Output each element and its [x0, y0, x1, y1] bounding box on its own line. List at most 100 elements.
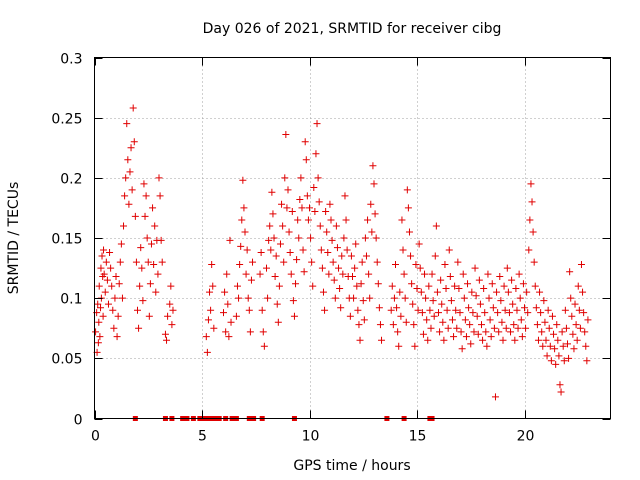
y-tick-label: 0.2 — [60, 172, 82, 188]
data-point — [436, 328, 444, 336]
data-point — [517, 316, 525, 324]
data-point — [498, 318, 506, 326]
data-point — [111, 294, 119, 302]
data-point — [534, 336, 542, 344]
data-point — [274, 318, 282, 326]
data-point — [316, 222, 324, 230]
data-point — [246, 328, 254, 336]
data-point — [304, 216, 312, 224]
data-point — [419, 330, 427, 338]
data-point — [147, 240, 155, 248]
data-point — [267, 246, 275, 254]
data-point — [324, 248, 332, 256]
data-point — [278, 200, 286, 208]
data-point — [354, 306, 362, 314]
data-point — [475, 276, 483, 284]
data-point — [239, 176, 247, 184]
data-point — [269, 210, 277, 218]
data-point — [437, 276, 445, 284]
data-point — [222, 328, 230, 336]
data-point — [494, 309, 502, 317]
data-point — [331, 294, 339, 302]
data-point — [297, 174, 305, 182]
data-point — [576, 324, 584, 332]
data-point — [358, 258, 366, 266]
data-point — [263, 264, 270, 272]
data-point — [560, 357, 568, 365]
data-point — [481, 309, 489, 317]
data-point — [415, 240, 423, 248]
data-point — [489, 304, 497, 312]
data-point — [279, 222, 287, 230]
axis-ticks: 0 0.05 0.1 0.15 0.2 0.25 0.3 0 5 10 15 20 — [51, 52, 611, 445]
data-point — [573, 336, 581, 344]
data-point — [416, 264, 424, 272]
grid-lines — [94, 57, 611, 419]
data-point — [355, 321, 363, 329]
data-point — [169, 306, 177, 314]
data-point — [167, 282, 175, 290]
data-point — [451, 282, 459, 290]
data-point — [450, 333, 458, 341]
data-point — [412, 260, 420, 268]
data-point — [531, 282, 539, 290]
data-point — [290, 312, 298, 320]
data-point — [100, 246, 108, 254]
data-point — [366, 294, 374, 302]
data-point — [487, 333, 495, 341]
data-point — [476, 300, 484, 308]
data-point — [537, 309, 545, 317]
data-point — [438, 300, 446, 308]
data-point — [325, 270, 333, 278]
data-point — [500, 282, 508, 290]
data-point — [532, 304, 540, 312]
data-point — [484, 270, 492, 278]
data-point — [158, 258, 166, 266]
data-point — [117, 240, 125, 248]
data-point — [340, 234, 348, 242]
data-point — [561, 306, 569, 314]
data-point — [256, 270, 264, 278]
data-point — [480, 285, 488, 293]
data-point — [343, 246, 351, 254]
data-point — [552, 360, 560, 368]
data-point — [539, 342, 547, 350]
data-point — [154, 270, 162, 278]
data-point — [356, 336, 364, 344]
data-point — [581, 328, 589, 336]
data-point — [346, 312, 354, 320]
data-point — [431, 252, 439, 260]
data-point — [227, 318, 235, 326]
data-point — [470, 328, 478, 336]
data-point — [264, 294, 272, 302]
data-point — [302, 156, 310, 164]
data-point — [353, 282, 361, 290]
data-point — [541, 318, 549, 326]
data-point — [403, 186, 411, 194]
data-point — [145, 312, 153, 320]
data-point — [235, 294, 243, 302]
data-point — [129, 104, 137, 112]
data-point — [580, 309, 588, 317]
data-point — [458, 345, 466, 353]
data-point — [430, 312, 438, 320]
data-point — [473, 312, 481, 320]
data-point — [110, 324, 118, 332]
data-point — [528, 198, 536, 206]
data-point — [122, 174, 130, 182]
data-point — [121, 192, 129, 200]
data-point — [372, 234, 380, 242]
data-point — [443, 306, 451, 314]
data-point — [259, 328, 267, 336]
data-point — [433, 288, 441, 296]
data-point — [554, 336, 562, 344]
data-point — [527, 180, 535, 188]
y-axis-label: SRMTID / TECUs — [6, 182, 22, 295]
data-point — [349, 273, 356, 281]
data-point — [414, 306, 422, 314]
data-point — [289, 297, 297, 305]
y-tick-label: 0.05 — [51, 352, 82, 368]
data-point — [364, 216, 372, 224]
data-point — [582, 342, 590, 350]
